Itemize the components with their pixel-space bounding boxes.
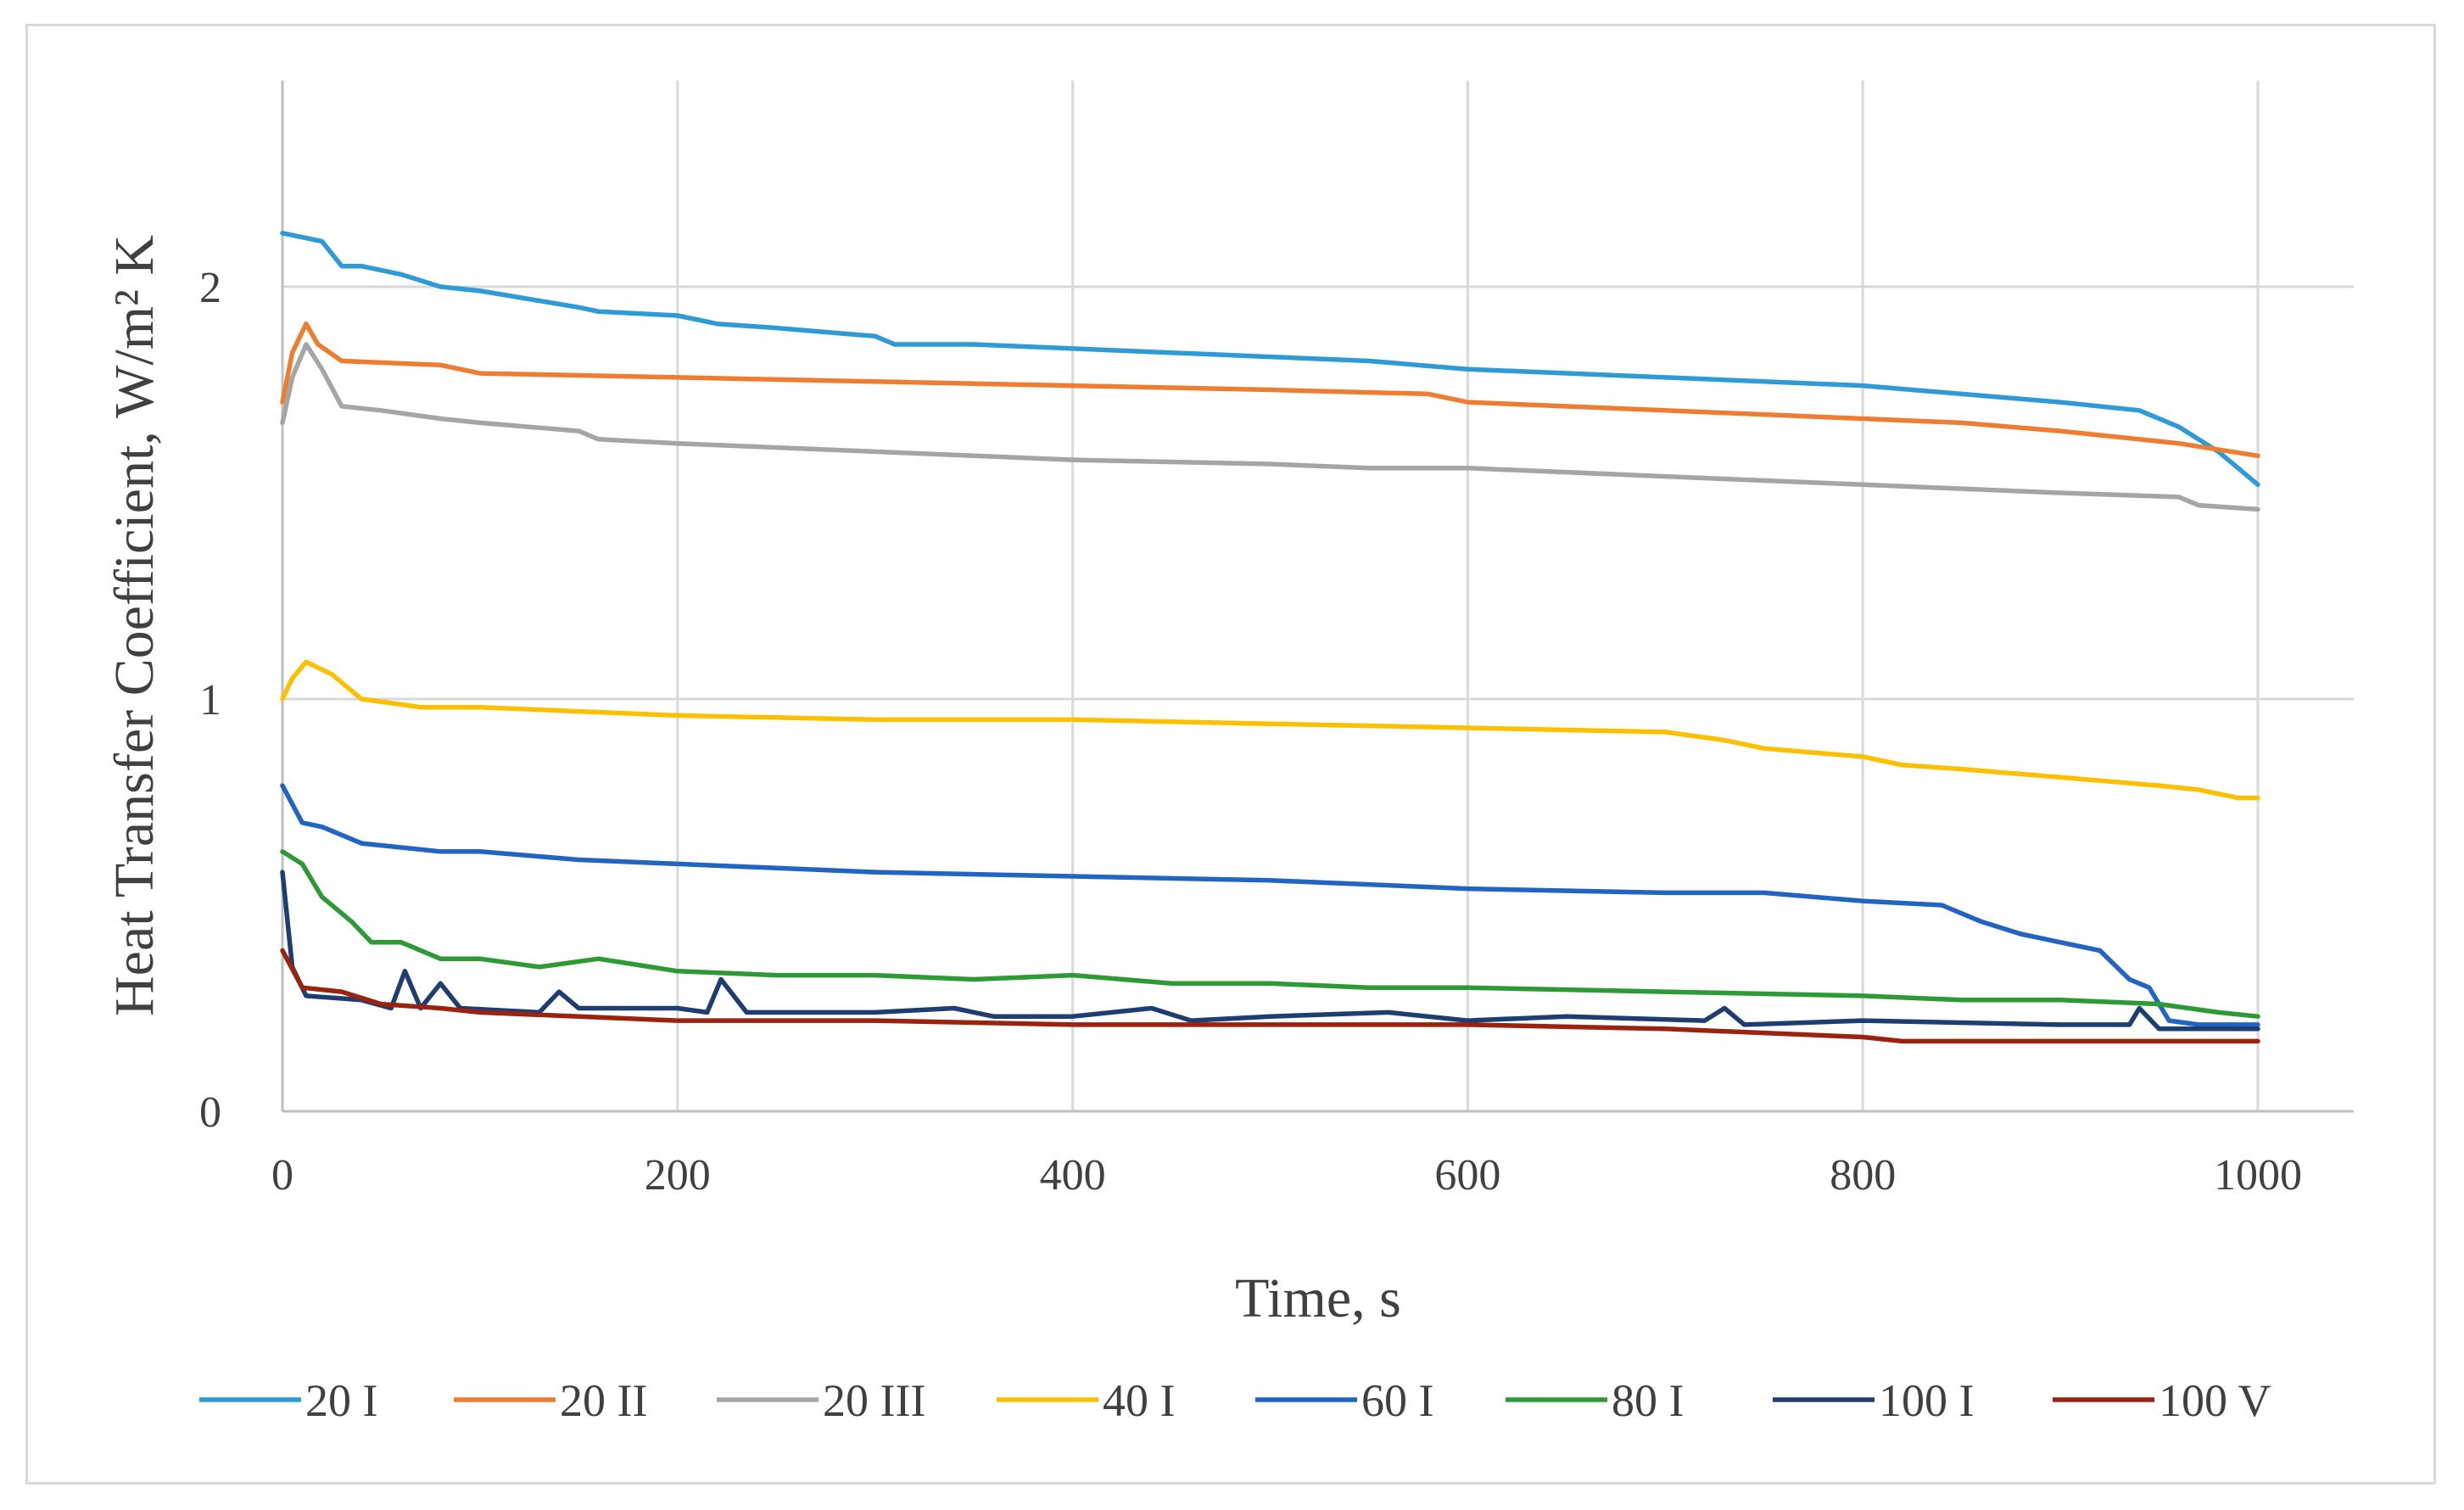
series-line-40-i bbox=[280, 659, 2260, 801]
legend-item-100-i: 100 I bbox=[1773, 1375, 1974, 1426]
legend-label: 100 V bbox=[2159, 1375, 2271, 1426]
x-tick-label: 1000 bbox=[2214, 1151, 2302, 1200]
legend: 20 I 20 II 20 III 40 I 60 I 80 I 100 I 100 V bbox=[199, 1375, 2271, 1426]
legend-label: 20 II bbox=[560, 1375, 647, 1426]
chart-frame bbox=[25, 24, 2436, 1485]
y-tick-label: 0 bbox=[199, 1088, 221, 1137]
legend-label: 60 I bbox=[1361, 1375, 1433, 1426]
grid-lines bbox=[282, 81, 2354, 1111]
series-lines bbox=[280, 231, 2260, 1044]
legend-label: 20 III bbox=[823, 1375, 925, 1426]
series-line-100-i bbox=[280, 870, 2260, 1032]
legend-item-20-i: 20 I bbox=[199, 1375, 377, 1426]
y-tick-labels: 0 1 2 bbox=[199, 264, 221, 1137]
y-axis-title: Heat Transfer Coefficient, W/m² K bbox=[103, 235, 165, 1016]
legend-label: 100 I bbox=[1879, 1375, 1974, 1426]
series-line-80-i bbox=[280, 849, 2260, 1019]
y-tick-label: 1 bbox=[199, 676, 221, 724]
x-tick-label: 800 bbox=[1830, 1151, 1896, 1200]
legend-item-100-v: 100 V bbox=[2053, 1375, 2271, 1426]
axes bbox=[281, 81, 2354, 1113]
legend-label: 80 I bbox=[1612, 1375, 1684, 1426]
legend-item-40-i: 40 I bbox=[997, 1375, 1175, 1426]
series-line-20-iii bbox=[280, 342, 2260, 512]
y-tick-label: 2 bbox=[199, 264, 221, 312]
x-tick-label: 600 bbox=[1434, 1151, 1500, 1200]
legend-item-20-iii: 20 III bbox=[717, 1375, 925, 1426]
series-line-60-i bbox=[280, 783, 2260, 1027]
series-line-100-v bbox=[280, 948, 2260, 1044]
legend-label: 20 I bbox=[305, 1375, 377, 1426]
legend-item-20-ii: 20 II bbox=[454, 1375, 647, 1426]
x-axis-title: Time, s bbox=[1235, 1267, 1401, 1329]
x-tick-label: 0 bbox=[271, 1151, 293, 1200]
x-tick-label: 200 bbox=[645, 1151, 711, 1200]
legend-item-80-i: 80 I bbox=[1506, 1375, 1684, 1426]
x-tick-label: 400 bbox=[1040, 1151, 1106, 1200]
legend-item-60-i: 60 I bbox=[1255, 1375, 1433, 1426]
x-tick-labels: 0 200 400 600 800 1000 bbox=[271, 1151, 2302, 1200]
legend-label: 40 I bbox=[1103, 1375, 1175, 1426]
series-line-20-ii bbox=[280, 321, 2260, 459]
series-line-20-i bbox=[280, 231, 2260, 488]
